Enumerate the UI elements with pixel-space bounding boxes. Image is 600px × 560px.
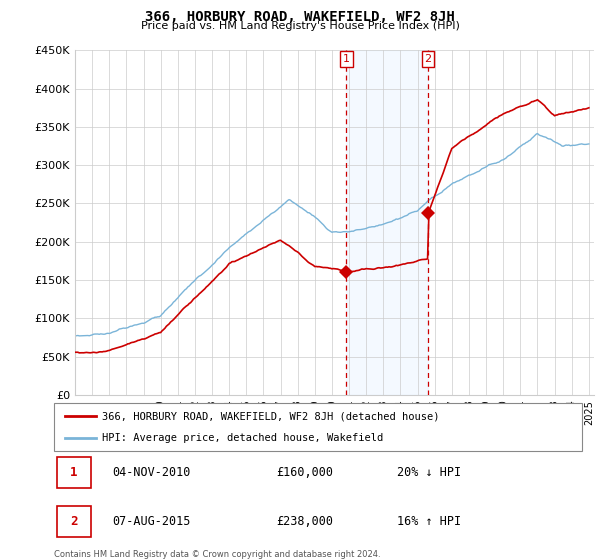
Text: £238,000: £238,000 [276, 515, 333, 528]
Text: 07-AUG-2015: 07-AUG-2015 [112, 515, 190, 528]
Text: 366, HORBURY ROAD, WAKEFIELD, WF2 8JH (detached house): 366, HORBURY ROAD, WAKEFIELD, WF2 8JH (d… [101, 411, 439, 421]
Text: HPI: Average price, detached house, Wakefield: HPI: Average price, detached house, Wake… [101, 433, 383, 443]
FancyBboxPatch shape [54, 403, 582, 451]
Text: 04-NOV-2010: 04-NOV-2010 [112, 466, 190, 479]
Bar [346, 50, 428, 395]
Text: 366, HORBURY ROAD, WAKEFIELD, WF2 8JH: 366, HORBURY ROAD, WAKEFIELD, WF2 8JH [145, 10, 455, 24]
Text: Price paid vs. HM Land Registry's House Price Index (HPI): Price paid vs. HM Land Registry's House … [140, 21, 460, 31]
Text: 2: 2 [70, 515, 77, 528]
Text: 20% ↓ HPI: 20% ↓ HPI [397, 466, 461, 479]
Text: £160,000: £160,000 [276, 466, 333, 479]
FancyBboxPatch shape [56, 457, 91, 488]
Text: Contains HM Land Registry data © Crown copyright and database right 2024.
This d: Contains HM Land Registry data © Crown c… [54, 550, 380, 560]
Text: 1: 1 [343, 54, 350, 64]
Text: 16% ↑ HPI: 16% ↑ HPI [397, 515, 461, 528]
FancyBboxPatch shape [56, 506, 91, 537]
Text: 2: 2 [424, 54, 431, 64]
Text: 1: 1 [70, 466, 77, 479]
